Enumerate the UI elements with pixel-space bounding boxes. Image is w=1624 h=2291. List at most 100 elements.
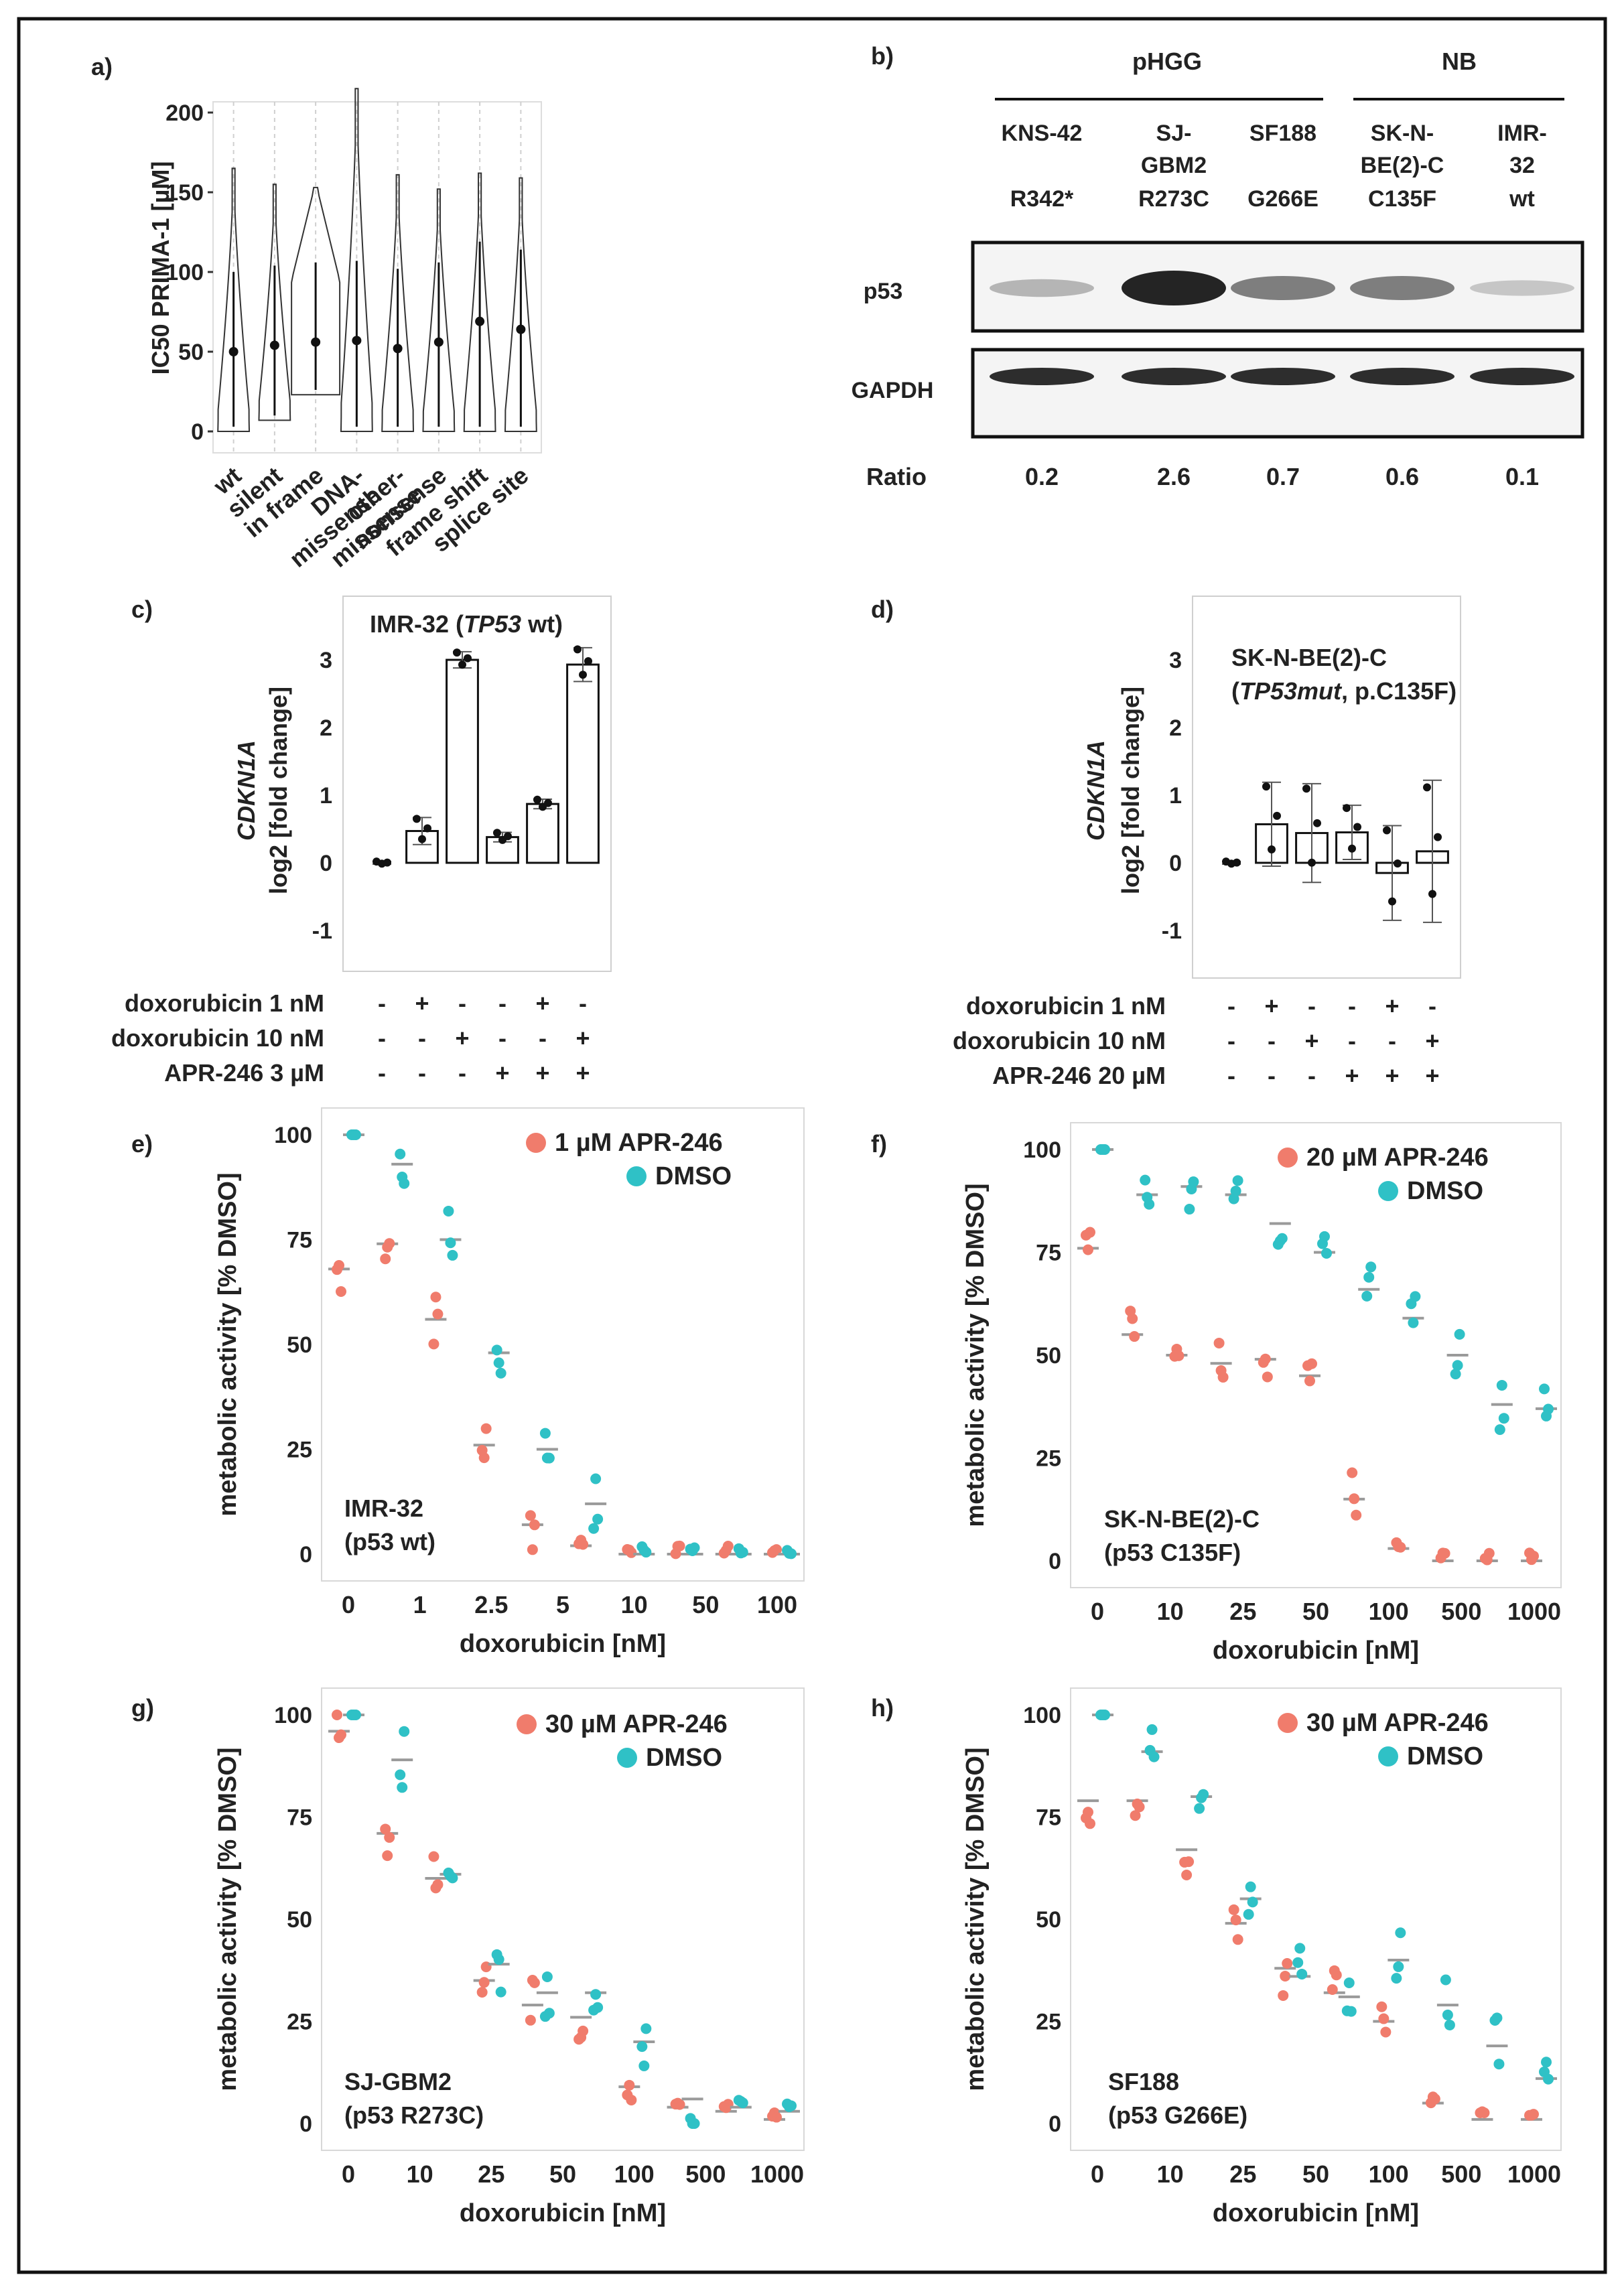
treated-point [527, 1544, 538, 1555]
violin [258, 184, 291, 421]
violin [463, 172, 496, 432]
treated-point [529, 1977, 540, 1988]
dmso-point [1148, 1751, 1160, 1762]
panel-label: g) [131, 1694, 154, 1722]
treated-point [578, 1539, 589, 1550]
condition-sign: - [1308, 992, 1316, 1020]
y-tick-label: 0 [1048, 2111, 1061, 2137]
panel-f: f)metabolic activity [% DMSO]02550751000… [871, 1122, 1562, 1665]
panel-label: e) [131, 1130, 153, 1158]
condition-sign: + [1264, 992, 1278, 1020]
treated-point [1479, 2107, 1490, 2119]
y-tick-label: 50 [1036, 1907, 1061, 1933]
dmso-point [1099, 1710, 1110, 1720]
legend-marker-treated [1278, 1148, 1298, 1168]
dmso-point [1194, 1803, 1205, 1814]
condition-sign: - [498, 1024, 506, 1052]
y-tick-label: 2 [1169, 715, 1182, 741]
dmso-point [1245, 1881, 1256, 1892]
condition-label: doxorubicin 1 nM [966, 992, 1166, 1020]
y-tick-label: 150 [165, 180, 204, 206]
legend-label-dmso: DMSO [646, 1744, 722, 1772]
x-tick-label: 50 [549, 2160, 576, 2188]
panel-label: f) [871, 1130, 887, 1158]
ratio-label: Ratio [866, 463, 927, 490]
treated-point [380, 1823, 391, 1835]
dmso-point [1541, 2057, 1552, 2068]
dmso-point [1184, 1204, 1195, 1215]
treated-point [476, 1987, 488, 1998]
treated-point [1083, 1807, 1093, 1818]
dmso-point [640, 1547, 652, 1558]
gapdh-blot [971, 348, 1584, 439]
x-tick-label: 1000 [1507, 2160, 1561, 2188]
condition-sign: - [1308, 1062, 1316, 1089]
x-tick-label: 10 [1157, 2160, 1184, 2188]
replicate-point [1343, 804, 1351, 813]
treated-point [478, 1977, 490, 1988]
ratio-value: 0.6 [1385, 463, 1419, 490]
lane-label: R273C [1138, 186, 1209, 212]
cell-line-label: SK-N-BE(2)-C [1104, 1505, 1260, 1533]
panel-b: b) pHGG NB KNS-42 R342* SJ- GBM2 R273C SF188 G266… [852, 42, 1584, 490]
replicate-point [1394, 859, 1402, 868]
y-tick-label: 1 [1169, 783, 1182, 809]
lane-label: GBM2 [1141, 153, 1207, 178]
y-tick-label: 75 [1036, 1805, 1061, 1831]
dmso-point [447, 1872, 458, 1884]
treated-point [432, 1879, 444, 1890]
dmso-point [1232, 1175, 1243, 1186]
violin [504, 177, 537, 432]
legend-marker-treated [1278, 1713, 1298, 1733]
panel-label: d) [871, 596, 894, 623]
dmso-point [1319, 1231, 1330, 1242]
treated-point [1378, 2013, 1390, 2024]
x-tick-label: 0 [1091, 1598, 1104, 1625]
y-axis-label-gene: CDKN1A [232, 740, 260, 841]
dmso-point [1188, 1176, 1199, 1188]
treated-point [1085, 1227, 1095, 1238]
y-tick-label: 100 [165, 260, 204, 285]
dmso-point [786, 1548, 797, 1559]
treated-point [384, 1238, 395, 1249]
lane-label: SF188 [1249, 121, 1316, 146]
legend-marker-dmso [626, 1166, 647, 1186]
y-tick-label: 100 [1023, 1703, 1061, 1728]
dmso-point [447, 1249, 458, 1261]
y-tick-label: 0 [1048, 1549, 1061, 1574]
bar [446, 658, 479, 864]
treated-point [1173, 1350, 1185, 1361]
title-gene: TP53 [464, 610, 521, 638]
y-tick-label: 75 [287, 1228, 312, 1253]
condition-sign: - [579, 989, 587, 1017]
replicate-point [383, 858, 391, 867]
y-tick-label: 100 [274, 1703, 312, 1728]
dmso-point [493, 1954, 504, 1965]
dmso-point [588, 1523, 600, 1534]
condition-sign: - [1428, 992, 1436, 1020]
replicate-point [1273, 811, 1281, 820]
treated-point [1127, 1313, 1138, 1324]
blot-label-p53: p53 [864, 279, 903, 304]
dmso-point [1144, 1198, 1155, 1210]
condition-sign: - [1348, 1027, 1356, 1054]
panel-label: a) [91, 53, 113, 80]
x-tick-label: 10 [407, 2160, 433, 2188]
y-tick-label: 3 [1169, 648, 1182, 673]
legend-marker-treated [517, 1714, 537, 1734]
legend-marker-dmso [617, 1748, 637, 1768]
x-tick-label: 0 [342, 2160, 355, 2188]
dmso-point [1365, 1261, 1377, 1273]
replicate-point [504, 832, 512, 841]
dmso-point [1146, 1724, 1158, 1735]
treated-point [478, 1452, 490, 1464]
condition-sign: + [1385, 1062, 1399, 1089]
chart-title: IMR-32 (TP53 wt) [370, 610, 563, 638]
condition-sign: - [378, 1024, 386, 1052]
dmso-point [445, 1237, 456, 1249]
x-tick-label: 100 [757, 1591, 797, 1618]
y-tick-label: 50 [1036, 1343, 1061, 1369]
ratio-value: 0.2 [1025, 463, 1059, 490]
dmso-point [1543, 1403, 1554, 1415]
dmso-point [1294, 1943, 1306, 1954]
